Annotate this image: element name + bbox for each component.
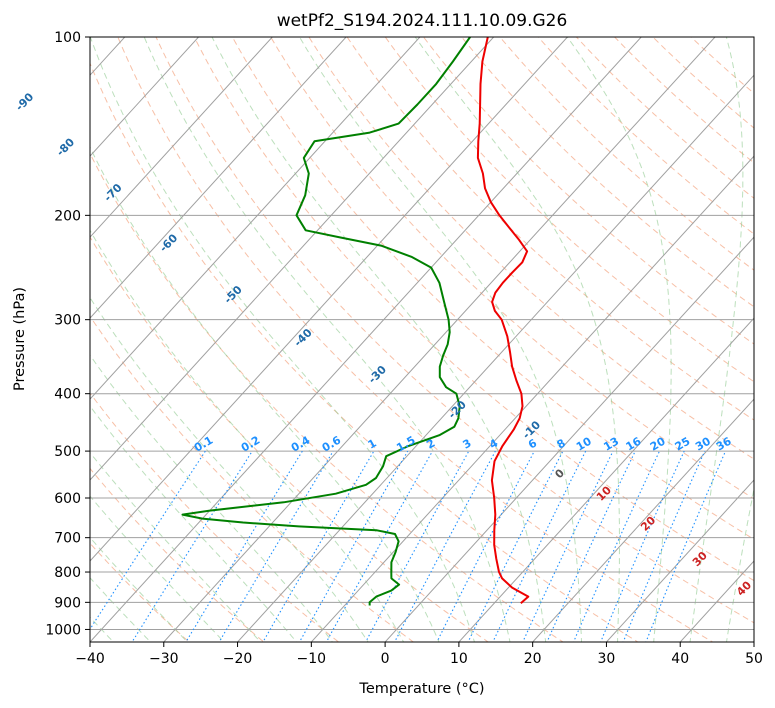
x-tick-label: −40 xyxy=(75,651,105,667)
mixing-ratio-line xyxy=(522,450,614,642)
isotherm-line xyxy=(605,479,754,642)
mixing-ratio-line xyxy=(262,450,375,642)
plot-frame xyxy=(89,36,755,643)
mixing-ratio-line xyxy=(572,450,660,642)
moist-adiabat-line xyxy=(414,37,620,642)
isotherm-line xyxy=(90,37,200,157)
background-lines xyxy=(90,37,754,642)
mixing-ratio-line xyxy=(600,450,685,642)
y-tick-label: 700 xyxy=(54,531,81,547)
x-axis-label: Temperature (°C) xyxy=(358,681,484,697)
mixing-ratio-line xyxy=(393,450,496,642)
moist-adiabat-line xyxy=(299,37,582,642)
mixing-ratio-line xyxy=(131,450,253,642)
y-axis-label: Pressure (hPa) xyxy=(12,287,28,391)
dry-adiabat-line xyxy=(90,236,490,642)
isotherm-line xyxy=(384,236,754,642)
dry-adiabat-line xyxy=(90,467,265,642)
y-tick-label: 400 xyxy=(54,387,81,403)
dry-adiabat-line xyxy=(90,315,415,642)
x-tick-label: 20 xyxy=(524,651,542,667)
moist-adiabat-line xyxy=(211,37,547,642)
isotherm-line xyxy=(236,74,754,642)
mixing-ratio-line xyxy=(622,450,706,642)
isotherm-line xyxy=(458,317,754,642)
moist-adiabat-line xyxy=(725,486,754,642)
isotherm-line xyxy=(531,398,754,642)
x-tick-label: −20 xyxy=(223,651,253,667)
isotherm-line xyxy=(90,37,421,400)
dewpoint-line xyxy=(181,37,471,606)
x-tick-label: 10 xyxy=(450,651,468,667)
y-tick-label: 1000 xyxy=(45,622,81,638)
x-tick-label: 0 xyxy=(381,651,390,667)
dry-adiabat-line xyxy=(231,37,754,540)
dry-adiabat-line xyxy=(422,37,754,345)
dry-adiabat-line xyxy=(155,37,754,624)
isotherm-line xyxy=(90,37,569,562)
y-tick-label: 200 xyxy=(54,208,81,224)
x-tick-label: 50 xyxy=(745,651,763,667)
mixing-ratio-line xyxy=(645,450,727,642)
dry-adiabat-line xyxy=(384,37,754,383)
x-tick-label: −30 xyxy=(149,651,179,667)
temperature-line xyxy=(476,37,530,604)
x-tick-label: 30 xyxy=(598,651,616,667)
y-tick-label: 500 xyxy=(54,444,81,460)
isotherm-line xyxy=(90,37,274,238)
dry-adiabat-line xyxy=(90,542,190,642)
y-tick-label: 600 xyxy=(54,491,81,507)
moist-adiabat-line xyxy=(689,37,744,642)
dry-adiabat-line xyxy=(90,152,564,642)
chart-title: wetPf2_S194.2024.111.10.09.G26 xyxy=(277,11,568,31)
moist-adiabat-line xyxy=(90,354,334,642)
x-tick-label: 40 xyxy=(671,651,689,667)
mixing-ratio-line xyxy=(492,450,587,642)
dry-adiabat-line xyxy=(461,37,754,308)
mixing-ratio-line xyxy=(298,450,409,642)
x-tick-label: −10 xyxy=(297,651,327,667)
y-tick-label: 900 xyxy=(54,595,81,611)
dry-adiabat-line xyxy=(117,37,714,642)
mixing-ratio-line xyxy=(325,450,433,642)
dry-adiabat-line xyxy=(193,37,754,582)
isotherm-line xyxy=(90,37,642,642)
mixing-ratio-line xyxy=(185,450,303,642)
isotherm-line xyxy=(90,37,495,481)
axes-ticks: −40 −30 −20 −10 0 10 20 30 40 50 100 200 300 400 500 60… xyxy=(45,30,763,667)
y-tick-label: 100 xyxy=(54,30,81,46)
sounding-lines xyxy=(181,37,530,606)
mixing-ratio-line xyxy=(365,450,470,642)
moist-adiabat-line xyxy=(566,37,672,642)
isotherm-line xyxy=(163,37,716,642)
dry-adiabat-line xyxy=(270,37,754,500)
isotherm-line xyxy=(90,37,347,319)
y-tick-label: 800 xyxy=(54,565,81,581)
mixing-ratio-line xyxy=(90,450,206,631)
dry-adiabat-line xyxy=(90,62,639,642)
y-tick-label: 300 xyxy=(54,313,81,329)
